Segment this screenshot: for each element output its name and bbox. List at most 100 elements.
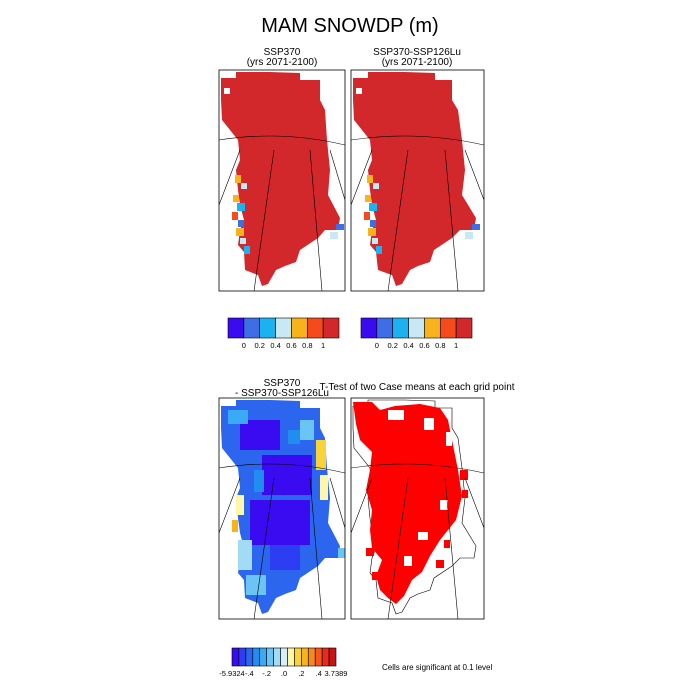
coastal-cell [472,224,480,230]
panel-title-line1: SSP370 [264,47,301,58]
colorbar-tick-label: -5.9324 [219,669,244,678]
longitude-line [464,477,484,529]
colorbar-bin [424,317,441,339]
longitude-line [219,477,241,534]
colorbar-bin [301,647,309,667]
map-graticule [219,135,345,291]
greenland-shape [221,72,340,286]
colorbar-bin [294,647,302,667]
hole [404,556,412,566]
colorbar-tick-label: 0.6 [286,341,296,350]
colorbar-bin [328,647,337,667]
longitude-line [309,149,323,291]
panel-frame [218,69,346,292]
map-graticule [351,463,484,619]
longitude-line [329,477,345,529]
coastal-cell [233,195,239,202]
panel-frame [350,397,485,620]
colorbar-bin [439,317,457,339]
colorbar-tick-label: 0.2 [387,341,397,350]
colorbar-bin [273,647,281,667]
panel-frame [350,69,485,292]
coastal-cell [241,183,247,189]
coastal-cell [367,175,373,183]
hole [388,410,404,420]
panel-title-line2: (yrs 2071-2100) [247,57,318,68]
colorbar-bin [314,647,323,667]
diff-cell [300,420,314,440]
colorbar-bin [376,317,394,339]
coastal-cell [370,220,376,227]
colorbar-bin [291,317,308,339]
coastal-cell [238,220,244,227]
colorbar-bin [259,317,276,339]
longitude-line [219,149,241,206]
colorbar-tick-label: 0 [375,341,379,350]
colorbar-tick-label: 0.8 [302,341,312,350]
hole [424,418,434,430]
coastal-cell [336,224,344,230]
diff-cell [338,548,345,558]
colorbar-difference: -5.9324 -.4 -.2 .0 .2 .4 3.7389 [219,647,348,678]
sig-cell [372,572,380,580]
diff-cell [232,520,238,532]
sig-cell [366,548,374,556]
colorbar-tick-label: 0.4 [270,341,280,350]
colorbar-bin [266,647,274,667]
coastal-cell [236,228,244,236]
greenland-shape [353,72,476,286]
colorbar-bin [252,647,261,667]
panel-ssp370: SSP370 (yrs 2071-2100) [218,47,346,292]
coastal-cell [356,88,362,94]
panel-frame [218,397,346,620]
colorbar-bin [243,317,261,339]
coastal-cell [330,232,338,239]
diff-cell [236,495,244,515]
diff-cell [246,575,266,595]
diff-cell [288,430,300,444]
colorbar-tick-label: .2 [298,669,304,678]
coastal-cell [373,183,379,189]
latitude-line [351,135,484,146]
sig-cell [462,490,468,498]
colorbar-bin [322,317,340,339]
longitude-line [253,477,275,619]
colorbar-bin [231,647,240,667]
coastal-cell [235,175,241,183]
panel-title-line1: SSP370-SSP126Lu [373,47,461,58]
coastal-cells [224,88,344,254]
panel-title-line1: SSP370 [264,378,301,389]
longitude-line [464,149,484,201]
coastal-cell [244,246,250,254]
diff-cell [270,545,300,570]
panel-difference: SSP370 - SSP370-SSP126Lu [218,378,346,620]
panel-title-line2: - SSP370-SSP126Lu [235,388,329,399]
map-graticule [219,463,345,619]
panel-ssp370-ssp126lu: SSP370-SSP126Lu (yrs 2071-2100) [350,47,485,292]
longitude-line [387,477,409,619]
longitude-line [387,149,409,291]
panel-title-line2: (yrs 2071-2100) [382,57,453,68]
diff-cell [240,420,280,450]
colorbar-tick-label: 0.4 [403,341,413,350]
colorbar-tick-label: 0.2 [254,341,264,350]
longitude-line [351,149,373,206]
colorbar-bin [306,317,324,339]
latitude-line [219,135,345,146]
colorbar-tick-label: 0.6 [419,341,429,350]
sig-cell [436,560,444,568]
diff-cell [316,440,326,470]
colorbar-bin [392,317,409,339]
colorbar-ssp370-ssp126lu: 0 0.2 0.4 0.6 0.8 1 [360,317,473,350]
diff-cell [254,470,264,492]
coastal-cell [237,203,245,211]
longitude-line [444,149,459,291]
colorbar-tick-label: -.4 [245,669,254,678]
colorbar-bin [307,647,316,667]
colorbar-bin [360,317,378,339]
coastal-cell [465,232,473,239]
colorbar-tick-label: 3.7389 [325,669,348,678]
colorbar-bin [280,647,288,667]
colorbar-tick-label: -.2 [262,669,271,678]
